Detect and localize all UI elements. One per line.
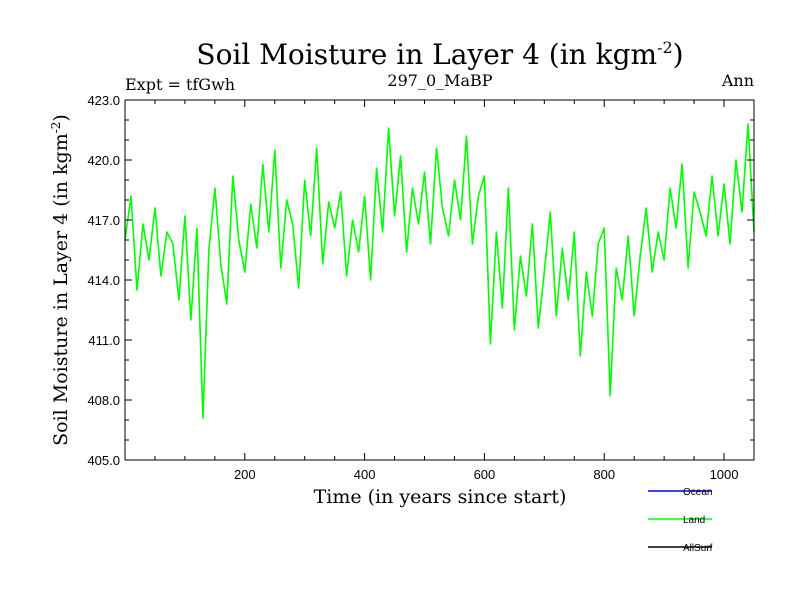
legend-label-allsurf: AllSurf — [683, 543, 713, 554]
x-axis-label: Time (in years since start) — [314, 486, 567, 508]
subtitle-season: Ann — [721, 71, 754, 90]
series-line-land — [124, 123, 755, 419]
x-tick-label: 800 — [593, 467, 615, 482]
chart-title: Soil Moisture in Layer 4 (in kgm-2) — [196, 38, 683, 71]
x-tick-label: 600 — [474, 467, 496, 482]
y-tick-label: 417.0 — [87, 213, 120, 228]
axis-ticks: 200 400 600 800 1000 405.0 408.0 411.0 414.0 417.… — [87, 93, 754, 482]
x-tick-label: 200 — [234, 467, 256, 482]
legend-label-land: Land — [683, 515, 705, 526]
subtitle-experiment: Expt = tfGwh — [125, 75, 235, 94]
x-tick-label: 400 — [354, 467, 376, 482]
y-tick-label: 420.0 — [87, 153, 120, 168]
legend: Ocean Land AllSurf — [648, 487, 713, 554]
y-tick-label: 408.0 — [87, 393, 120, 408]
subtitle-period: 297_0_MaBP — [387, 71, 492, 90]
y-axis-label: Soil Moisture in Layer 4 (in kgm-2) — [49, 114, 72, 446]
y-tick-label: 405.0 — [87, 453, 120, 468]
y-tick-label: 423.0 — [87, 93, 120, 108]
x-tick-label: 1000 — [710, 467, 739, 482]
legend-label-ocean: Ocean — [683, 487, 712, 498]
y-tick-label: 411.0 — [88, 333, 120, 348]
plot-area — [124, 123, 755, 419]
plot-frame — [124, 99, 755, 461]
y-tick-label: 414.0 — [87, 273, 120, 288]
